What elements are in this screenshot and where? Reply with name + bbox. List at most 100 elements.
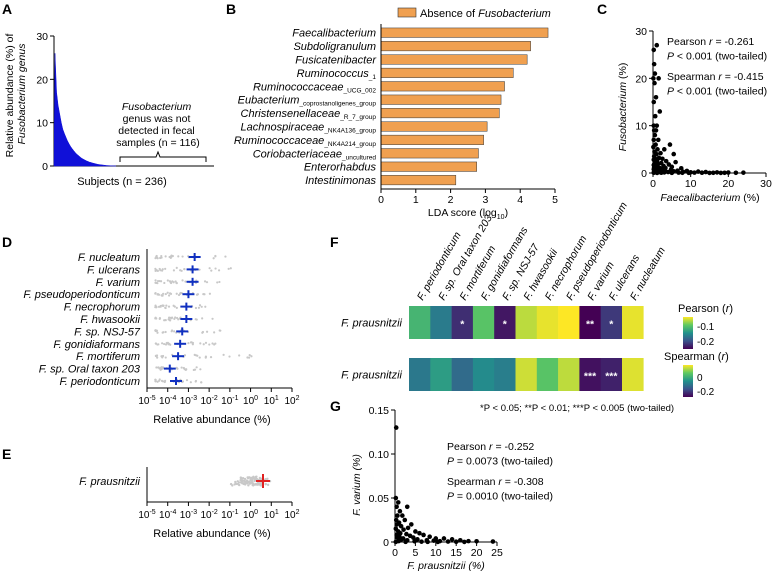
panel-g-point	[395, 500, 401, 505]
panel-b-category-label: Ruminococcus_1	[297, 68, 377, 81]
panel-b-xtick-label: 2	[448, 194, 454, 206]
panel-d-point	[228, 355, 231, 358]
panel-c: Fusobacterium (%) 0 10 20 30 0 10 20 30 Pearson…	[617, 26, 772, 204]
panel-d-point	[193, 353, 196, 357]
panel-d-point	[209, 356, 213, 359]
panel-f-heatmap-cell	[600, 358, 623, 391]
panel-b-category-label: Enterorhabdus	[304, 162, 377, 174]
panel-d-category-label: F. sp. Oral taxon 203	[39, 364, 141, 376]
panel-e-point	[242, 482, 245, 485]
panel-d-point	[204, 305, 207, 308]
panel-f-legend-pearson-title: Pearson (r)	[678, 303, 733, 315]
panel-a-annotation-line2: genus was not	[123, 113, 191, 125]
panel-b-category-label: Coriobacteriaceae_uncultured	[253, 148, 377, 161]
panel-d-point	[175, 282, 178, 285]
panel-d-point	[157, 293, 161, 296]
panel-c-point	[667, 142, 673, 147]
panel-c-point	[652, 71, 658, 76]
panel-d-point	[164, 330, 167, 334]
panel-d-point	[167, 318, 170, 321]
panel-e-point	[264, 482, 267, 486]
panel-f-legend-pearson-tick-2: -0.2	[697, 337, 715, 348]
panel-a-annotation-line4: samples (n = 116)	[116, 137, 200, 149]
panel-d-xlabel: Relative abundance (%)	[153, 414, 270, 426]
panel-g-point	[445, 539, 451, 544]
panel-g-point	[395, 535, 400, 540]
panel-d-point	[198, 268, 201, 271]
panel-g-point	[405, 525, 411, 531]
panel-d-point	[208, 267, 211, 270]
panel-d-xtick-label: 102	[284, 395, 299, 407]
panel-d-point	[155, 354, 159, 357]
panel-b-category-label: Subdoligranulum	[293, 41, 376, 53]
panel-g-point	[401, 527, 406, 532]
panel-g-point	[411, 535, 416, 540]
panel-d-point	[198, 304, 202, 307]
panel-c-xtick-label: 20	[722, 178, 734, 190]
panel-f-heatmap-cell	[494, 358, 516, 391]
panel-b-category-label: Intestinimonas	[305, 175, 376, 187]
panel-d-xtick-label: 10-2	[200, 395, 217, 407]
panel-d-point	[162, 331, 165, 334]
panel-a-ytick-label: 20	[36, 74, 48, 86]
panel-f-heatmap-cell	[430, 358, 452, 391]
panel-c-point	[663, 158, 669, 164]
panel-f-heatmap-cell	[472, 306, 495, 339]
panel-e: F. prausnitzii 10-5 10-4 10-3 10-2 10-1 100 10…	[79, 467, 300, 540]
panel-d-point	[155, 305, 158, 309]
panel-c-point	[651, 144, 656, 150]
panel-g-stat-line: P = 0.0073 (two-tailed)	[447, 456, 553, 468]
panel-g-xtick-label: 5	[412, 547, 418, 559]
panel-e-point	[250, 481, 253, 484]
panel-label-b: B	[226, 1, 236, 17]
panel-c-point	[669, 170, 675, 176]
panel-label-c: C	[597, 1, 607, 17]
panel-c-point	[657, 109, 663, 114]
panel-d-point	[229, 267, 232, 270]
panel-d-point	[175, 306, 178, 309]
panel-d-point	[166, 279, 169, 282]
panel-f-significance: ***	[584, 371, 597, 383]
panel-d-point	[156, 343, 159, 346]
panel-d-point	[161, 304, 165, 308]
panel-d-point	[167, 294, 171, 297]
panel-d-point	[194, 318, 197, 321]
panel-e-point	[245, 479, 249, 483]
panel-d-point	[248, 353, 251, 357]
panel-d-point	[205, 330, 209, 333]
panel-e-point	[266, 477, 269, 481]
panel-d-point	[158, 317, 161, 321]
panel-d-point	[180, 291, 183, 295]
panel-f-heatmap-cell	[558, 358, 580, 391]
panel-c-point	[651, 170, 657, 176]
panel-d-point	[208, 292, 211, 295]
panel-d-point	[172, 281, 175, 284]
panel-a-bracket	[119, 150, 207, 162]
panel-d-point	[158, 378, 161, 381]
panel-b-xtick-label: 3	[482, 194, 488, 206]
panel-c-stat-line: Pearson r = -0.261	[667, 36, 754, 48]
panel-d-point	[161, 342, 164, 345]
panel-f-heatmap-cell	[536, 358, 559, 391]
panel-d-point	[177, 318, 180, 321]
panel-d-point	[167, 305, 171, 308]
panel-d-point	[218, 329, 221, 332]
panel-f-heatmap-cell	[558, 306, 580, 339]
panel-e-point	[249, 478, 253, 481]
panel-d-point	[164, 267, 167, 270]
panel-label-d: D	[2, 234, 12, 250]
panel-d-point	[164, 255, 167, 258]
panel-c-xtick-label: 30	[760, 178, 772, 190]
panel-d-point	[160, 256, 163, 259]
panel-g-point	[427, 534, 432, 540]
panel-e-point	[241, 479, 244, 482]
panel-e-point	[234, 480, 237, 484]
panel-g-point	[435, 539, 441, 545]
panel-b-bar	[380, 148, 479, 159]
panel-f-heatmap-cell	[579, 358, 601, 391]
panel-g-xtick-label: 15	[450, 547, 462, 559]
panel-d-point	[155, 254, 158, 258]
panel-g-point	[400, 513, 405, 518]
panel-e-point	[240, 477, 243, 480]
